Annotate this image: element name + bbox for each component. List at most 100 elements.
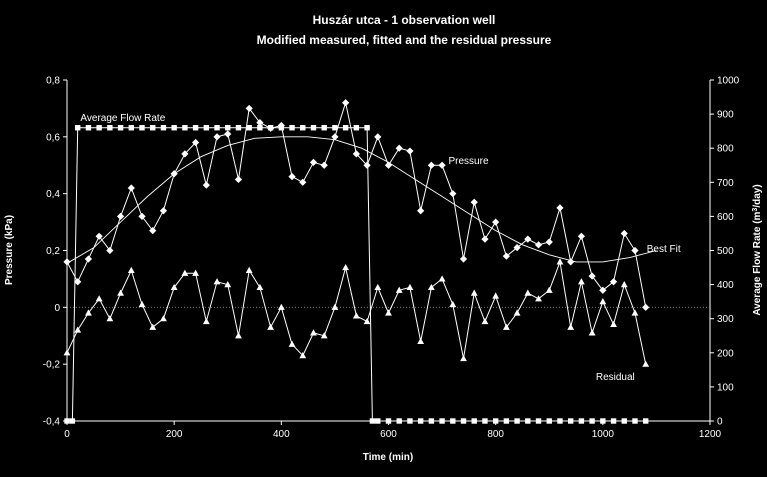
data-point	[427, 283, 435, 291]
y-tick-label: 0,2	[46, 246, 60, 257]
data-point	[375, 418, 381, 424]
series-pressure	[63, 99, 650, 311]
series-residual	[63, 258, 650, 367]
data-point	[428, 418, 435, 424]
x-tick-label: 1000	[592, 429, 615, 440]
data-point	[149, 227, 157, 235]
data-point	[438, 275, 446, 282]
series-annotation: Average Flow Rate	[80, 113, 165, 124]
y-tick-label: 0	[54, 303, 60, 314]
data-point	[321, 125, 327, 131]
data-point	[610, 320, 617, 327]
data-point	[406, 283, 414, 291]
data-point	[535, 418, 542, 424]
data-point	[181, 150, 189, 158]
data-point	[481, 235, 489, 243]
data-point	[567, 323, 575, 330]
data-point	[182, 125, 188, 131]
data-point	[642, 303, 650, 311]
data-point	[374, 283, 382, 291]
data-point	[578, 418, 585, 424]
data-point	[438, 161, 446, 169]
series-annotation: Best Fit	[647, 244, 681, 255]
series-line-best-fit	[66, 136, 657, 264]
data-point	[567, 258, 575, 266]
data-point	[159, 207, 168, 215]
data-point	[342, 99, 350, 107]
data-point	[75, 125, 81, 131]
data-point	[395, 286, 403, 293]
y2-tick-label: 900	[717, 110, 734, 121]
data-point	[117, 125, 124, 131]
data-point	[385, 309, 392, 316]
data-point	[138, 300, 146, 308]
data-point	[460, 354, 467, 362]
data-point	[621, 418, 627, 424]
data-point	[256, 283, 264, 291]
data-point	[342, 263, 350, 271]
data-point	[353, 125, 360, 131]
data-point	[69, 418, 76, 424]
y2-tick-label: 400	[717, 280, 734, 291]
data-point	[460, 418, 467, 424]
y2-axis-label-suffix: /day)	[752, 184, 763, 207]
data-point	[396, 418, 402, 424]
data-point	[557, 418, 563, 424]
data-point	[502, 323, 510, 330]
data-point	[85, 309, 92, 316]
y-tick-label: -0,2	[43, 360, 61, 371]
data-point	[127, 184, 135, 192]
y2-axis-label: Average Flow Rate (m3/day)	[752, 184, 764, 315]
data-point	[106, 246, 114, 255]
data-point	[524, 289, 532, 296]
data-point	[234, 175, 243, 184]
data-point	[288, 173, 296, 181]
data-point	[84, 255, 93, 263]
data-point	[470, 198, 478, 206]
axes: 0 200 400 600 800 1000 1200-0,4-0,200,20,40,60…	[43, 76, 740, 441]
data-point	[599, 298, 607, 305]
data-point	[117, 289, 124, 296]
data-point	[192, 138, 200, 147]
data-point	[64, 418, 70, 424]
data-point	[192, 269, 199, 276]
data-point	[63, 349, 71, 356]
data-point	[417, 418, 424, 424]
data-point	[203, 125, 210, 131]
data-point	[116, 212, 125, 220]
data-point	[299, 352, 307, 359]
y2-tick-label: 300	[717, 314, 734, 325]
x-tick-label: 600	[380, 429, 397, 440]
series-best-fit	[66, 136, 657, 264]
data-point	[310, 125, 317, 131]
data-point	[257, 125, 263, 131]
data-point	[160, 315, 167, 322]
annotations: Average Flow Rate Pressure Best Fit Residua…	[80, 113, 680, 383]
data-point	[149, 323, 157, 330]
data-point	[385, 418, 392, 424]
data-point	[589, 418, 595, 424]
data-point	[642, 360, 650, 367]
data-point	[535, 295, 542, 302]
data-point	[459, 255, 468, 263]
data-point	[267, 323, 275, 330]
data-point	[599, 286, 607, 294]
data-point	[342, 125, 349, 131]
data-point	[620, 229, 628, 238]
data-point	[181, 269, 189, 276]
x-tick-label: 200	[166, 429, 183, 440]
data-point	[492, 418, 499, 424]
data-point	[610, 418, 617, 424]
data-point	[107, 125, 113, 131]
y2-tick-label: 200	[717, 348, 734, 359]
series-annotation: Residual	[596, 372, 635, 383]
data-point	[643, 418, 649, 424]
data-point	[300, 125, 306, 131]
data-point	[127, 266, 135, 273]
data-point	[309, 158, 318, 167]
data-point	[85, 125, 92, 131]
x-tick-label: 1200	[699, 429, 722, 440]
y2-tick-label: 1000	[717, 76, 740, 87]
data-point	[545, 286, 553, 293]
